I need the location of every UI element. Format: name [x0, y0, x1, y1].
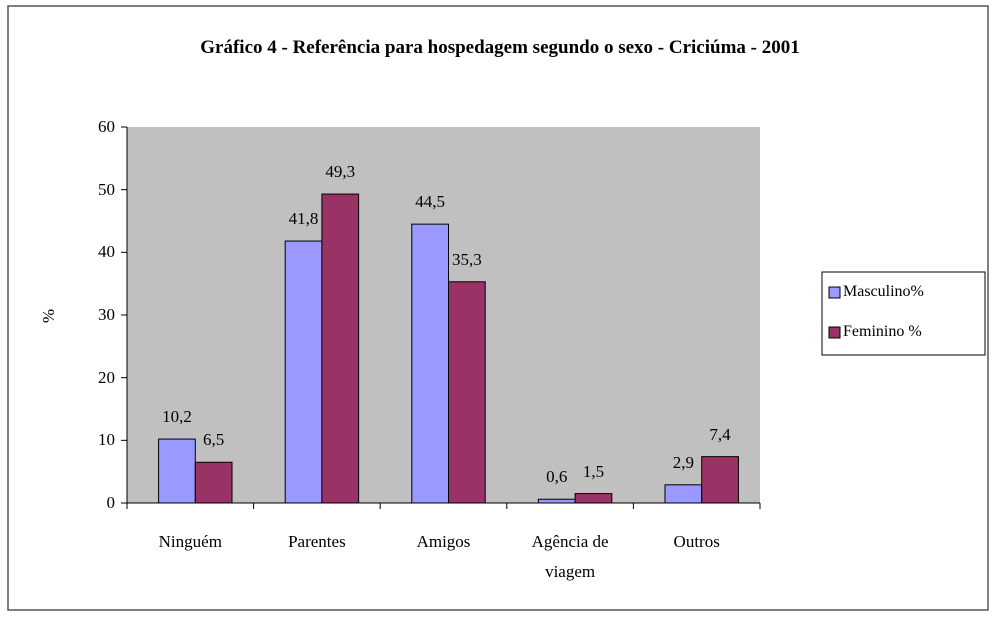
data-label: 1,5	[582, 461, 605, 481]
bar	[284, 240, 323, 504]
data-label: 2,9	[672, 452, 694, 472]
y-tick-label: 40	[98, 242, 115, 262]
bar	[411, 223, 450, 504]
data-label: 6,5	[203, 430, 225, 450]
data-label: 0,6	[546, 467, 568, 487]
y-axis-label: %	[39, 308, 59, 324]
legend-swatch	[828, 286, 841, 299]
bar	[194, 461, 233, 504]
bar	[664, 484, 703, 504]
bar	[537, 498, 576, 504]
bar	[448, 281, 486, 504]
data-label: 35,3	[451, 249, 482, 269]
data-label: 10,2	[162, 407, 192, 427]
data-label: 41,8	[288, 209, 319, 229]
bar	[574, 493, 613, 504]
legend-box	[821, 271, 986, 356]
frame	[7, 5, 989, 611]
x-tick-label: Parentes	[288, 532, 346, 551]
bar	[321, 193, 360, 504]
x-tick-label: Agência de viagem	[531, 532, 609, 581]
y-tick-label: 50	[98, 179, 115, 199]
y-tick-label: 20	[98, 367, 115, 387]
data-label: 44,5	[415, 192, 446, 212]
legend-label: Feminino %	[843, 323, 922, 340]
bar	[701, 456, 739, 504]
y-tick-label: 0	[106, 493, 116, 512]
chart-title: Gráfico 4 - Referência para hospedagem s…	[200, 37, 800, 58]
x-tick-label: Outros	[673, 532, 720, 551]
y-tick-label: 60	[98, 117, 115, 136]
data-label: 49,3	[325, 162, 356, 182]
x-tick-label: Amigos	[416, 532, 471, 551]
legend-swatch	[828, 326, 841, 339]
data-label: 7,4	[709, 424, 731, 444]
y-tick-label: 10	[98, 430, 115, 450]
y-tick-label: 30	[98, 305, 115, 324]
x-tick-label: Ninguém	[158, 532, 222, 551]
legend-label: Masculino%	[843, 283, 924, 300]
